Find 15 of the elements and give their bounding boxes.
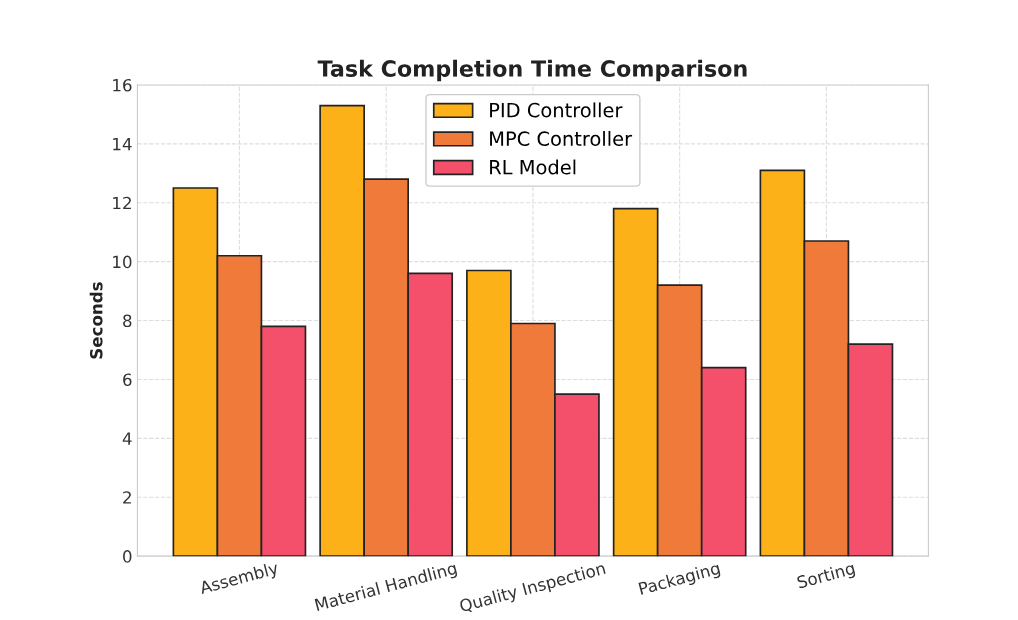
x-tick-label: Sorting bbox=[796, 561, 856, 592]
y-tick-label: 16 bbox=[113, 78, 132, 92]
y-tick-label: 2 bbox=[123, 491, 131, 504]
y-tick-label: 14 bbox=[113, 138, 132, 151]
y-tick-label: 0 bbox=[123, 550, 132, 563]
legend-label: MPC Controller bbox=[490, 130, 633, 147]
y-tick-label: 8 bbox=[123, 314, 132, 328]
chart-title: Task Completion Time Comparison bbox=[317, 59, 747, 82]
y-tick-label: 10 bbox=[113, 255, 132, 269]
y-tick-label: 4 bbox=[122, 432, 132, 445]
y-tick-label: 6 bbox=[123, 373, 132, 387]
y-tick-label: 12 bbox=[113, 196, 131, 210]
legend-label: PID Controller bbox=[490, 102, 623, 118]
y-axis-title: Seconds bbox=[89, 282, 103, 359]
legend-label: RL Model bbox=[490, 159, 576, 175]
